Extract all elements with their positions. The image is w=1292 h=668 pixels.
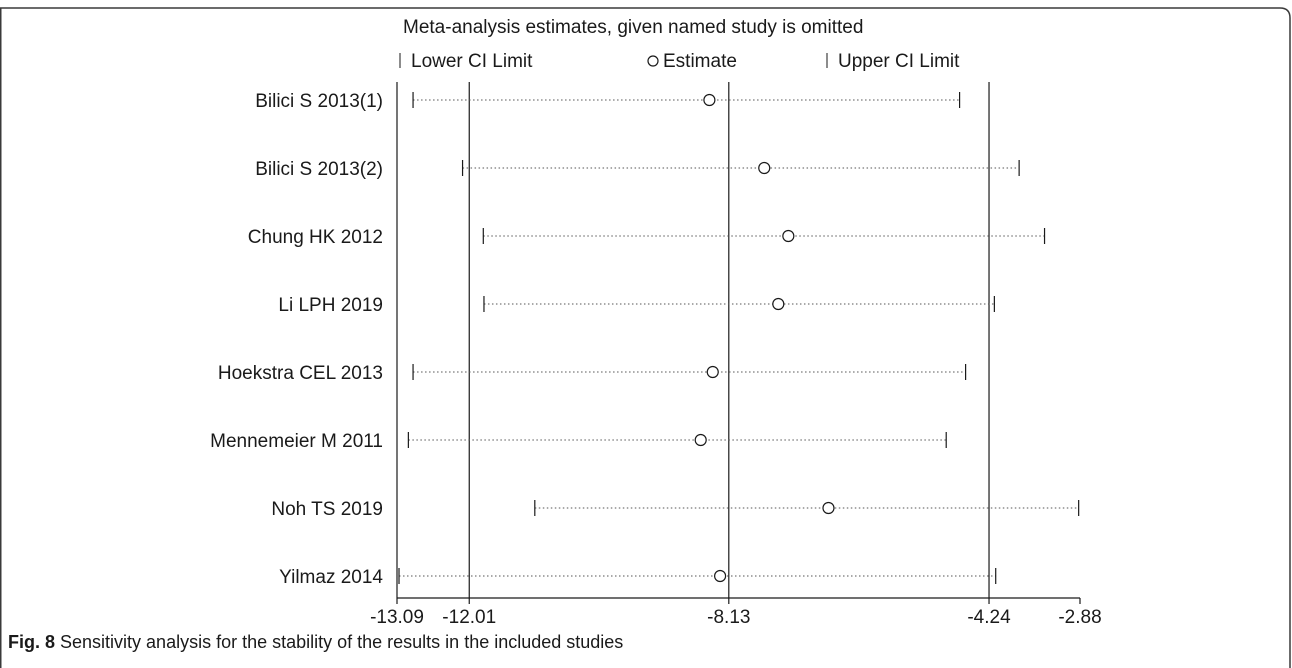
study-label: Noh TS 2019 bbox=[271, 499, 383, 520]
x-tick-label: -12.01 bbox=[442, 607, 496, 628]
estimate-point bbox=[772, 297, 785, 311]
estimate-point bbox=[714, 569, 727, 583]
estimate-point bbox=[758, 161, 771, 175]
study-label: Li LPH 2019 bbox=[278, 295, 383, 316]
x-tick-label: -4.24 bbox=[967, 607, 1011, 628]
study-label: Mennemeier M 2011 bbox=[210, 431, 383, 452]
legend-estimate-marker bbox=[647, 55, 659, 67]
study-label: Bilici S 2013(2) bbox=[255, 159, 383, 180]
estimate-point bbox=[782, 229, 795, 243]
study-label: Bilici S 2013(1) bbox=[255, 91, 383, 112]
estimate-point bbox=[822, 501, 835, 515]
x-tick-label: -2.88 bbox=[1058, 607, 1101, 628]
figure-caption-label: Fig. 8 bbox=[8, 632, 56, 652]
study-label: Hoekstra CEL 2013 bbox=[218, 363, 383, 384]
chart-title: Meta-analysis estimates, given named stu… bbox=[403, 17, 863, 38]
estimate-point bbox=[703, 93, 716, 107]
x-tick-label: -8.13 bbox=[707, 607, 750, 628]
figure-caption-text: Sensitivity analysis for the stability o… bbox=[55, 632, 624, 652]
legend-upper-label: Upper CI Limit bbox=[838, 51, 960, 72]
x-tick-label: -13.09 bbox=[370, 607, 424, 628]
figure-caption: Fig. 8 Sensitivity analysis for the stab… bbox=[8, 632, 623, 653]
estimate-point bbox=[694, 433, 707, 447]
legend-estimate-label: Estimate bbox=[663, 51, 737, 72]
study-label: Chung HK 2012 bbox=[248, 227, 383, 248]
legend-lower-label: Lower CI Limit bbox=[411, 51, 533, 72]
estimate-point bbox=[706, 365, 719, 379]
study-label: Yilmaz 2014 bbox=[279, 567, 383, 588]
